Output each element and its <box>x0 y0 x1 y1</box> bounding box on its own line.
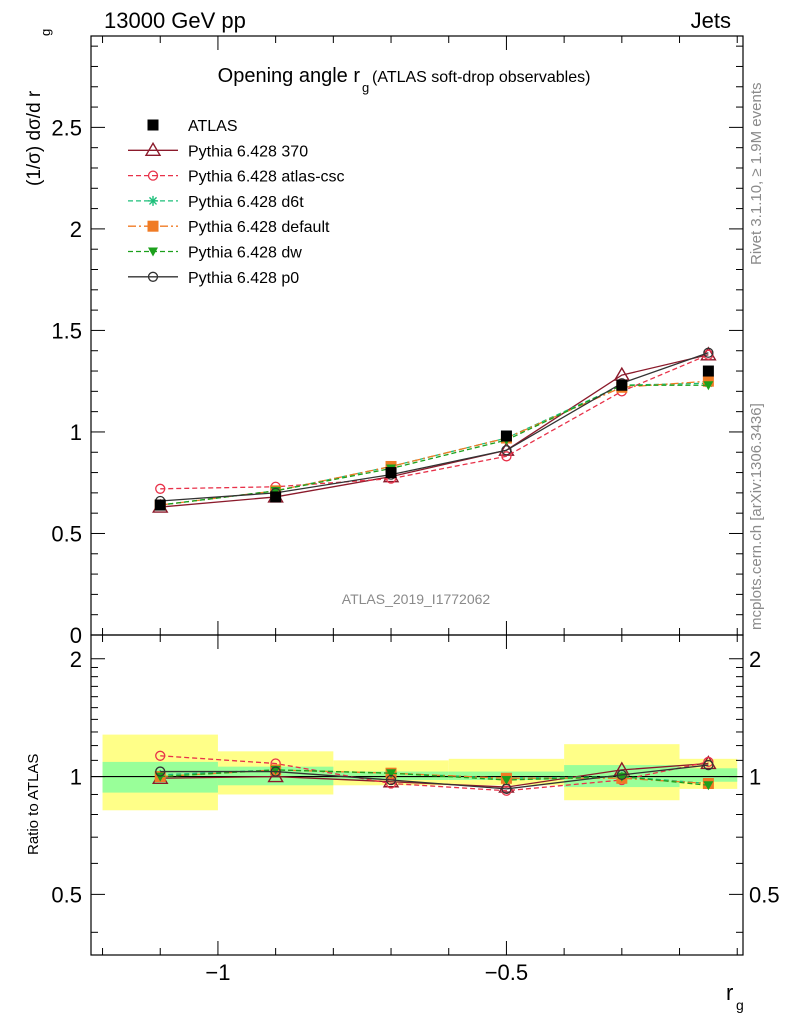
series-1-ratio-point <box>267 768 284 783</box>
atlas-point <box>154 499 166 511</box>
legend-marker-5 <box>148 247 158 257</box>
header-energy: 13000 GeV pp <box>104 8 246 33</box>
series-2-point <box>501 451 512 462</box>
legend-marker-3 <box>148 195 158 206</box>
legend-label-1: Pythia 6.428 370 <box>188 143 308 160</box>
band-stat-5 <box>679 768 738 782</box>
legend-label-2: Pythia 6.428 atlas-csc <box>188 169 345 186</box>
ratio-y-tick-label-right: 1 <box>749 765 761 790</box>
y-tick-label: 1 <box>70 420 82 445</box>
series-5-line <box>160 384 709 506</box>
series-2-ratio-point <box>155 750 166 761</box>
series-2-ratio-point <box>703 756 714 768</box>
ratio-y-tick-label-right: 0.5 <box>749 882 780 907</box>
ratio-y-tick-label-right: 2 <box>749 647 761 672</box>
ratio-y-tick-label: 2 <box>70 647 82 672</box>
legend-label-5: Pythia 6.428 dw <box>188 245 302 262</box>
legend-marker-3-ray <box>148 196 158 205</box>
rivet-label: Rivet 3.1.10, ≥ 1.9M events <box>748 83 765 266</box>
series-4-point <box>702 375 714 387</box>
atlas-point <box>702 365 714 377</box>
series-6-ratio-point <box>616 769 627 781</box>
x-tick-label: −0.5 <box>485 960 528 985</box>
series-6-ratio-point <box>703 759 714 771</box>
legend-label-0: ATLAS <box>188 118 238 135</box>
plot-frames <box>90 35 744 956</box>
atlas-point <box>385 467 397 479</box>
ylabel-bottom: Ratio to ATLAS <box>25 754 42 855</box>
main-panel-series <box>152 346 717 513</box>
series-2-line <box>160 354 709 490</box>
atlas-point <box>616 379 628 391</box>
series-2-ratio-point <box>385 778 397 789</box>
axis-ticks: −1 −0.5 0 0.5 1 1.5 2 2.5 0.5 0.5 1 1 2 2 <box>51 36 780 985</box>
title-sub: g <box>362 80 369 95</box>
atlas-point <box>500 430 512 442</box>
series-6-ratio-point <box>155 766 166 777</box>
atlas-point <box>270 491 282 503</box>
series-2-point <box>155 483 166 494</box>
series-5-ratio-point <box>386 769 397 779</box>
xlabel-sub: g <box>736 997 744 1013</box>
analysis-watermark: ATLAS_2019_I1772062 <box>342 591 491 607</box>
legend: ATLAS Pythia 6.428 370 Pythia 6.428 atlas-… <box>128 118 345 287</box>
legend-label-3: Pythia 6.428 d6t <box>188 194 304 211</box>
series-6-line <box>160 352 709 502</box>
x-tick-label: −1 <box>205 960 230 985</box>
series-1-line <box>160 354 709 508</box>
series-6-ratio-line <box>160 764 709 790</box>
series-2-ratio-line <box>160 755 709 792</box>
mcplots-label: mcplots.cern.ch [arXiv:1306.3436] <box>748 403 765 630</box>
legend-marker-1 <box>144 141 162 157</box>
legend-marker-4 <box>147 220 159 232</box>
ylabel-top-group: (1/σ) dσ/d r g <box>24 29 53 186</box>
ylabel-top: (1/σ) dσ/d r <box>24 90 45 186</box>
title-rest: (ATLAS soft-drop observables) <box>372 69 590 86</box>
ylabel-top-sub: g <box>38 29 53 36</box>
xlabel: r <box>726 980 733 1005</box>
y-tick-label: 0 <box>70 623 82 648</box>
series-6-point <box>501 445 512 456</box>
series-6-ratio-point <box>501 783 512 795</box>
ratio-panel-frame <box>90 634 744 956</box>
legend-label-6: Pythia 6.428 p0 <box>188 270 299 287</box>
series-6-ratio-point <box>385 774 397 786</box>
series-4-line <box>160 380 709 506</box>
header-process: Jets <box>691 8 731 33</box>
y-tick-label: 0.5 <box>51 521 82 546</box>
y-tick-label: 2.5 <box>51 115 82 140</box>
series-5-ratio-point <box>501 775 512 785</box>
series-5-point <box>703 381 714 391</box>
series-5-ratio-point <box>703 781 714 791</box>
y-tick-label: 2 <box>70 217 82 242</box>
ratio-panel-series <box>152 750 717 796</box>
legend-marker-0 <box>147 119 159 131</box>
legend-label-4: Pythia 6.428 default <box>188 219 330 236</box>
series-6-ratio-point <box>270 766 281 777</box>
chart-title: Opening angle r g (ATLAS soft-drop obser… <box>218 65 591 95</box>
series-6-point <box>703 347 714 358</box>
ratio-y-tick-label: 1 <box>70 765 82 790</box>
legend-marker-2 <box>147 170 159 181</box>
legend-marker-6 <box>147 271 159 282</box>
ratio-y-tick-label: 0.5 <box>51 882 82 907</box>
y-tick-label: 1.5 <box>51 318 82 343</box>
title-main: Opening angle r <box>218 65 361 87</box>
